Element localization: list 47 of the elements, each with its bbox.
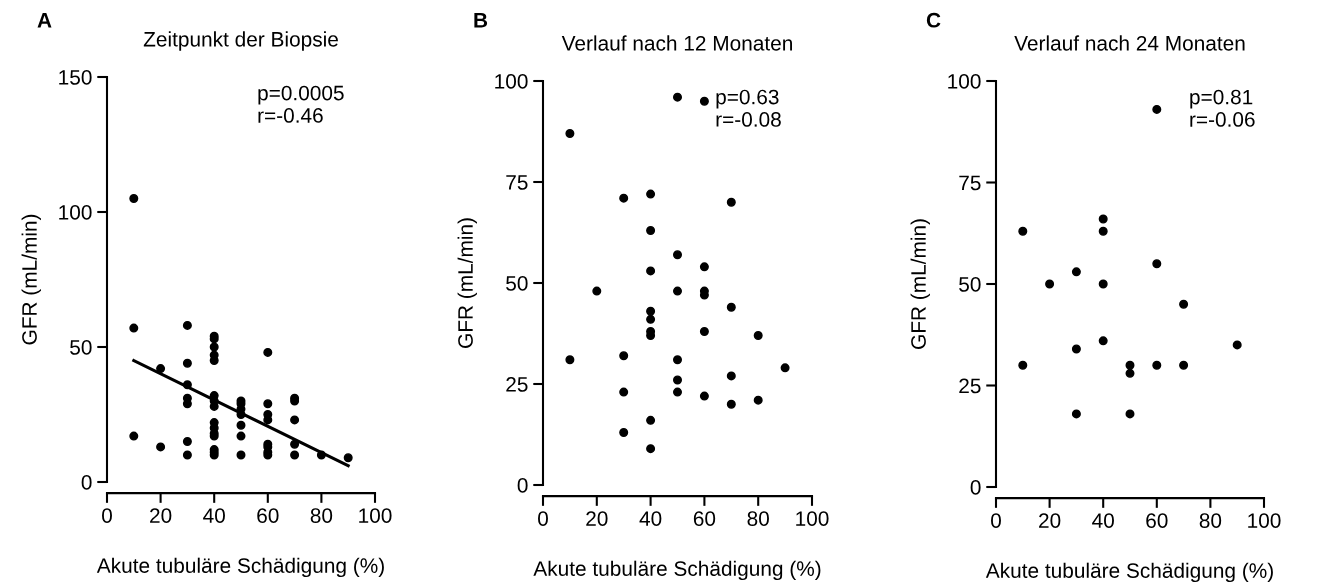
y-tick-label: 25 [959,378,981,394]
y-axis-title: GFR (mL/min) [910,219,930,349]
x-tick-label: 40 [1092,513,1114,528]
x-tick-label: 80 [747,511,769,526]
x-tick-label: 100 [1248,513,1281,528]
y-tick-label: 150 [59,70,92,85]
x-axis-title: Akute tubuläre Schädigung (%) [985,562,1273,583]
y-tick-label: 25 [506,377,528,392]
y-tick-label: 0 [517,478,528,493]
x-tick-label: 0 [991,513,1001,528]
text: B [474,13,488,28]
y-tick-label: 100 [59,205,92,220]
x-tick-label: 100 [796,511,829,526]
x-tick-label: 60 [693,511,716,526]
y-tick-label: 100 [948,74,981,89]
annotation: p=0.63 r=-0.08 [716,89,781,127]
x-tick-label: 20 [586,511,608,526]
text: A [37,13,52,28]
y-tick-label: 75 [959,175,981,191]
x-tick-label: 100 [359,508,392,523]
y-tick-label: 100 [495,74,528,89]
y-tick-label: 0 [81,475,92,490]
y-axis-title: GFR (mL/min) [21,214,41,345]
x-tick-label: 60 [1146,513,1168,528]
y-tick-label: 0 [970,480,981,495]
x-axis-title: Akute tubuläre Schädigung (%) [96,557,384,578]
x-tick-label: 40 [203,508,225,523]
x-tick-label: 60 [257,508,279,523]
annotation: p=0.0005 r=-0.46 [258,85,344,123]
text: C [926,12,941,28]
y-tick-label: 75 [506,175,528,190]
x-tick-label: 0 [538,511,548,526]
chart-title: Verlauf nach 12 Monaten [561,35,792,51]
x-tick-label: 20 [1039,513,1061,528]
x-axis-title: Akute tubuläre Schädigung (%) [533,560,821,581]
x-tick-label: 0 [102,508,112,523]
x-tick-label: 80 [310,508,333,523]
chart-title: Verlauf nach 24 Monaten [1014,35,1245,51]
x-tick-label: 40 [639,511,662,526]
chart-title: Zeitpunkt der Biopsie [143,31,338,51]
x-tick-label: 80 [1199,513,1222,528]
annotation: p=0.81 r=-0.06 [1190,89,1255,127]
y-tick-label: 50 [959,277,981,292]
y-axis-title: GFR (mL/min) [457,218,477,348]
y-tick-label: 50 [70,340,92,355]
y-tick-label: 50 [506,276,528,291]
x-tick-label: 20 [150,508,172,523]
